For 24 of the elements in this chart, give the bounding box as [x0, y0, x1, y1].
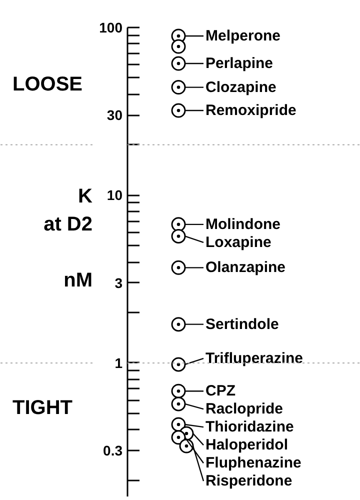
legend-label: Perlapine	[206, 55, 274, 72]
text: LOOSE	[12, 73, 83, 96]
legend-label: Clozapine	[206, 78, 276, 96]
legend-label: Trifluperazine	[206, 350, 304, 367]
legend-label: Fluphenazine	[206, 454, 302, 472]
y-tick-label: 0.3	[103, 442, 123, 459]
text: K at D2 nM	[44, 186, 93, 292]
y-tick-label: 3	[114, 274, 123, 291]
legend-label: Raclopride	[206, 400, 284, 418]
legend-label: Remoxipride	[206, 102, 296, 120]
legend-label: Loxapine	[206, 234, 272, 251]
legend-label: Melperone	[206, 27, 281, 44]
legend-label: Thioridazine	[206, 418, 294, 436]
text: Risperidone	[206, 472, 292, 490]
legend-label: Haloperidol	[206, 436, 288, 454]
text: TIGHT	[12, 397, 72, 420]
legend-label: Olanzapine	[206, 259, 286, 276]
legend-label: CPZ	[206, 382, 236, 400]
legend-label: Sertindole	[206, 316, 279, 333]
y-tick-label: 10	[106, 187, 123, 204]
y-tick-label: 30	[106, 107, 123, 124]
y-tick-label: 100	[99, 20, 123, 36]
legend-label: Molindone	[206, 216, 280, 233]
y-tick-label: 1	[114, 354, 123, 371]
